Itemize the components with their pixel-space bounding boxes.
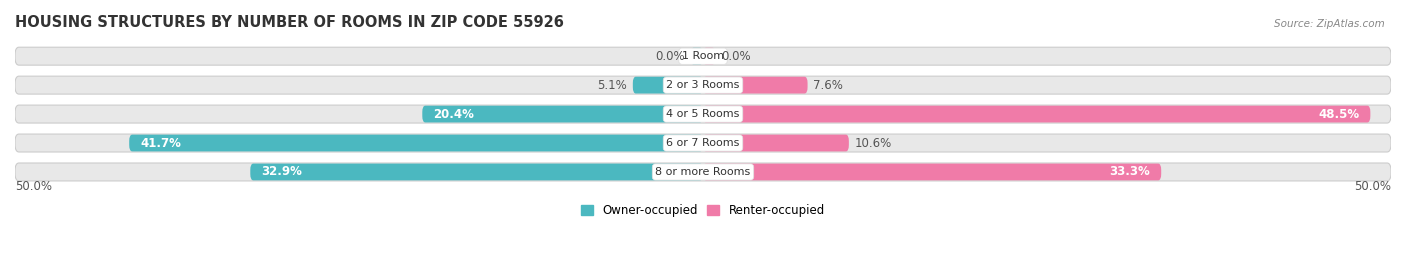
FancyBboxPatch shape xyxy=(250,164,703,180)
FancyBboxPatch shape xyxy=(690,48,703,65)
Text: 4 or 5 Rooms: 4 or 5 Rooms xyxy=(666,109,740,119)
Text: 48.5%: 48.5% xyxy=(1319,108,1360,121)
Text: 1 Room: 1 Room xyxy=(682,51,724,61)
FancyBboxPatch shape xyxy=(15,163,1391,181)
FancyBboxPatch shape xyxy=(633,77,703,94)
Text: 50.0%: 50.0% xyxy=(1354,180,1391,193)
FancyBboxPatch shape xyxy=(422,106,703,122)
FancyBboxPatch shape xyxy=(15,47,1391,65)
Text: 7.6%: 7.6% xyxy=(813,79,844,92)
Text: Source: ZipAtlas.com: Source: ZipAtlas.com xyxy=(1274,19,1385,29)
Text: 5.1%: 5.1% xyxy=(598,79,627,92)
Text: 2 or 3 Rooms: 2 or 3 Rooms xyxy=(666,80,740,90)
Text: 6 or 7 Rooms: 6 or 7 Rooms xyxy=(666,138,740,148)
Text: 50.0%: 50.0% xyxy=(15,180,52,193)
FancyBboxPatch shape xyxy=(15,76,1391,94)
Text: 33.3%: 33.3% xyxy=(1109,165,1150,178)
Legend: Owner-occupied, Renter-occupied: Owner-occupied, Renter-occupied xyxy=(576,199,830,222)
FancyBboxPatch shape xyxy=(15,134,1391,152)
FancyBboxPatch shape xyxy=(703,134,849,151)
Text: 20.4%: 20.4% xyxy=(433,108,474,121)
Text: 10.6%: 10.6% xyxy=(855,137,891,150)
FancyBboxPatch shape xyxy=(15,105,1391,123)
Text: 0.0%: 0.0% xyxy=(721,50,751,63)
Text: 32.9%: 32.9% xyxy=(262,165,302,178)
Text: 8 or more Rooms: 8 or more Rooms xyxy=(655,167,751,177)
Text: HOUSING STRUCTURES BY NUMBER OF ROOMS IN ZIP CODE 55926: HOUSING STRUCTURES BY NUMBER OF ROOMS IN… xyxy=(15,15,564,30)
Text: 41.7%: 41.7% xyxy=(141,137,181,150)
FancyBboxPatch shape xyxy=(703,48,716,65)
Text: 0.0%: 0.0% xyxy=(655,50,685,63)
FancyBboxPatch shape xyxy=(129,134,703,151)
FancyBboxPatch shape xyxy=(703,164,1161,180)
FancyBboxPatch shape xyxy=(703,106,1371,122)
FancyBboxPatch shape xyxy=(703,77,807,94)
